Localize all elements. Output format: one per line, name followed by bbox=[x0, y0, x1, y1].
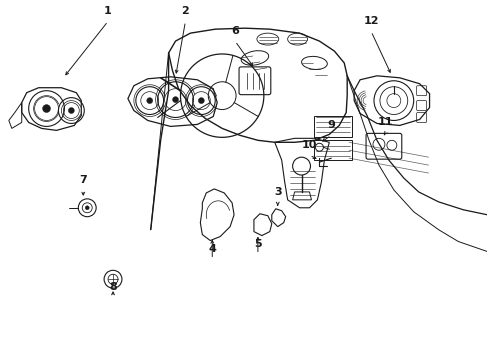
Text: 7: 7 bbox=[79, 175, 87, 185]
Text: 3: 3 bbox=[273, 187, 281, 197]
Text: 5: 5 bbox=[254, 239, 261, 249]
Circle shape bbox=[198, 98, 204, 104]
Text: 12: 12 bbox=[363, 16, 378, 26]
Text: 8: 8 bbox=[109, 282, 117, 292]
Circle shape bbox=[146, 98, 152, 104]
Text: 10: 10 bbox=[301, 140, 317, 150]
Text: 4: 4 bbox=[208, 244, 216, 255]
Text: 6: 6 bbox=[231, 26, 239, 36]
Circle shape bbox=[42, 105, 50, 113]
Text: 9: 9 bbox=[327, 120, 335, 130]
Circle shape bbox=[85, 206, 89, 210]
Text: 11: 11 bbox=[377, 117, 393, 127]
Text: 2: 2 bbox=[181, 6, 189, 16]
Circle shape bbox=[172, 96, 178, 103]
Circle shape bbox=[68, 108, 74, 113]
Text: 1: 1 bbox=[104, 6, 112, 16]
